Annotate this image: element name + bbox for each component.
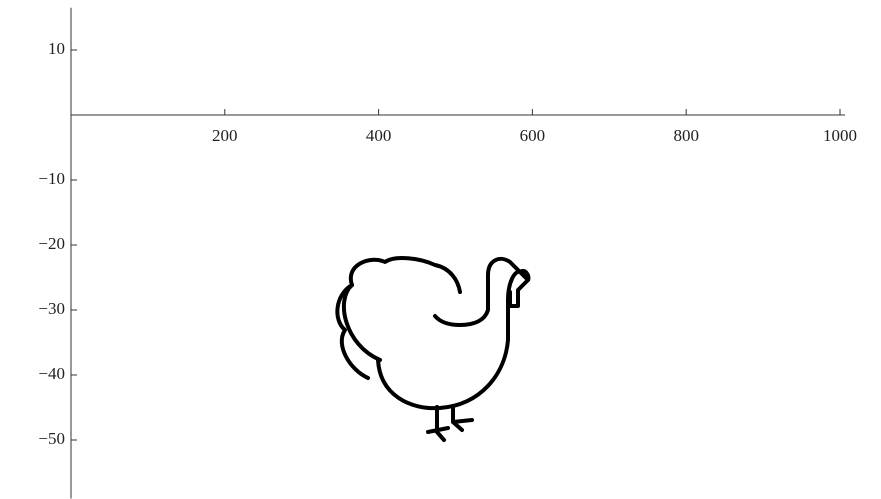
x-tick-label: 400 [366, 126, 392, 145]
y-tick-label: −40 [38, 364, 65, 383]
x-tick-label: 1000 [823, 126, 857, 145]
y-tick-label: −10 [38, 169, 65, 188]
x-tick-label: 200 [212, 126, 238, 145]
y-tick-label: −30 [38, 299, 65, 318]
turkey-illustration [335, 256, 531, 442]
y-tick-label: −20 [38, 234, 65, 253]
y-tick-label: 10 [48, 39, 65, 58]
x-tick-label: 800 [673, 126, 699, 145]
x-tick-label: 600 [520, 126, 546, 145]
y-tick-label: −50 [38, 429, 65, 448]
